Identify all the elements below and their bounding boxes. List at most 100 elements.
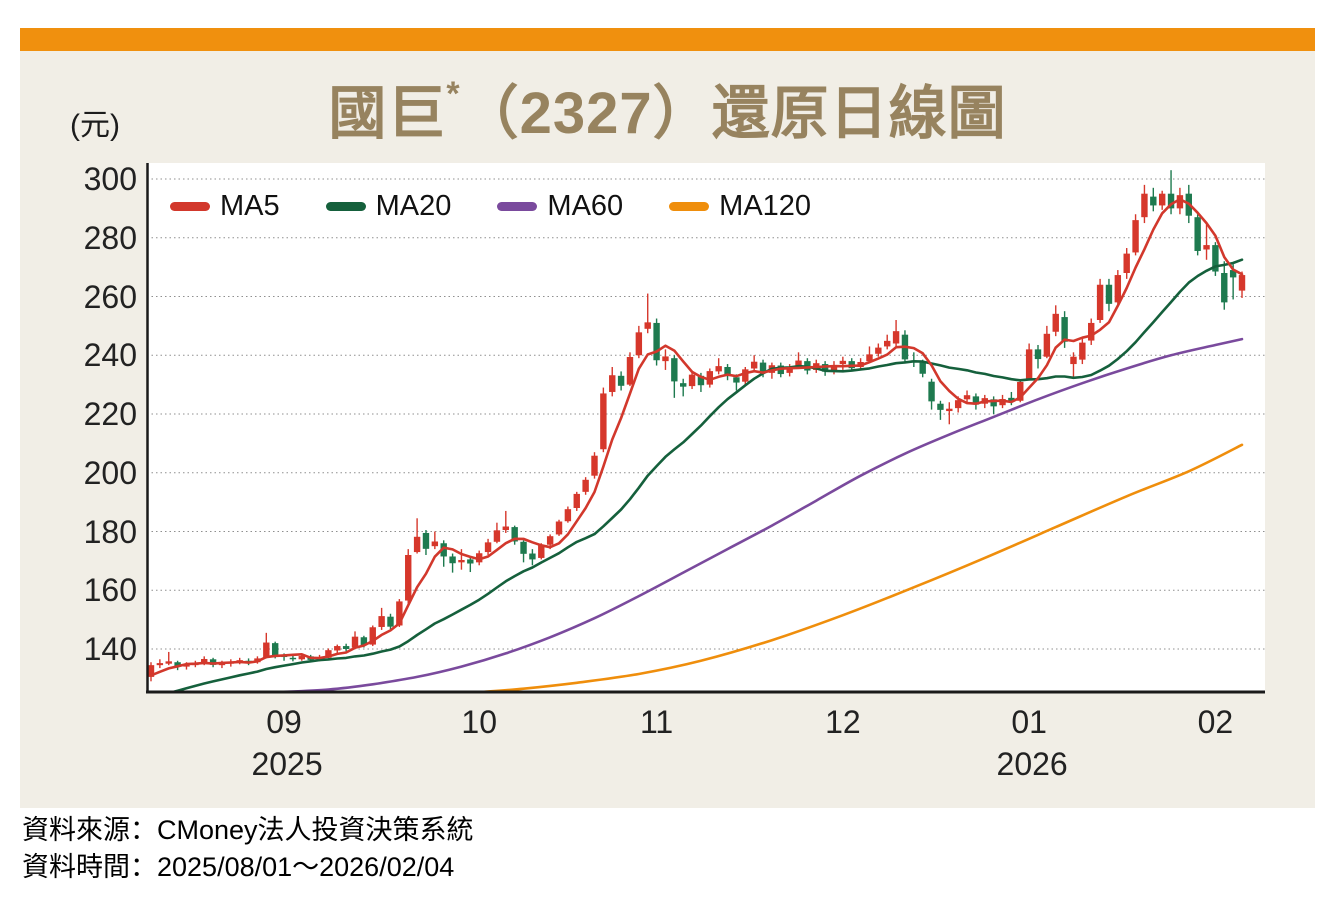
candle (1034, 344, 1042, 369)
candle (662, 349, 669, 370)
candle (1079, 337, 1086, 365)
x-year-label: 2025 (251, 746, 323, 782)
ma20-line (171, 258, 1244, 691)
candle (1096, 278, 1104, 323)
candle (475, 550, 483, 566)
candle (387, 613, 394, 630)
candle (653, 318, 660, 366)
candle (1088, 318, 1095, 345)
ma5-line (149, 198, 1244, 677)
legend-item: MA5 (170, 190, 280, 223)
candle (963, 390, 971, 404)
ma120-line (478, 443, 1244, 691)
candle (1176, 187, 1184, 215)
candle (1123, 248, 1130, 279)
candle (369, 625, 376, 647)
candle (1212, 242, 1219, 276)
candle (928, 378, 935, 410)
candle (591, 452, 598, 479)
candle (573, 491, 580, 511)
candle (1061, 311, 1068, 348)
candle (617, 371, 625, 391)
candle (422, 530, 430, 555)
ma60-line (274, 337, 1244, 691)
candle (1070, 352, 1077, 379)
legend-swatch-icon (325, 202, 366, 211)
candle (342, 643, 350, 652)
candle (147, 662, 155, 682)
legend-swatch-icon (669, 202, 710, 211)
y-tick-label: 300 (83, 161, 137, 197)
candle (715, 358, 722, 375)
candle (1105, 278, 1113, 312)
y-axis-unit-label: (元) (70, 109, 120, 142)
candle (529, 549, 536, 566)
candle (511, 525, 518, 545)
candle (990, 396, 997, 414)
candle (405, 549, 412, 604)
candle (680, 378, 687, 397)
candle (1043, 325, 1051, 359)
candle (884, 334, 891, 350)
plot-area (147, 163, 1265, 691)
x-year-label: 2026 (996, 746, 1068, 782)
legend-label: MA20 (375, 190, 452, 222)
legend-item: MA120 (669, 190, 811, 223)
candle (263, 632, 270, 659)
candle (520, 540, 527, 563)
candle (1150, 187, 1157, 212)
candle (972, 393, 980, 410)
candle (750, 355, 758, 372)
footer: 資料來源：CMoney法人投資決策系統 資料時間：2025/08/01～2026… (22, 812, 474, 886)
candle (937, 400, 944, 420)
candle (1132, 214, 1139, 256)
candle (1141, 184, 1148, 224)
candle (413, 518, 421, 554)
y-tick-label: 200 (83, 454, 137, 491)
legend-label: MA120 (719, 190, 812, 222)
candle (467, 556, 474, 573)
candle (644, 293, 651, 334)
candle (334, 644, 341, 654)
x-tick-label: 10 (461, 704, 497, 740)
x-tick-label: 02 (1197, 704, 1234, 740)
legend-label: MA60 (547, 190, 624, 222)
candle (1203, 224, 1210, 260)
top-accent-bar (20, 28, 1315, 51)
y-tick-label: 240 (83, 337, 137, 374)
candle (946, 402, 953, 425)
candle (484, 538, 492, 555)
candle (1167, 170, 1175, 215)
title-rest: （2327）還原日線圖 (460, 81, 1007, 146)
candle (564, 506, 572, 523)
candle (609, 367, 616, 397)
candle (866, 346, 873, 363)
candle (351, 631, 359, 649)
candle (839, 356, 847, 370)
data-source-line: 資料來源：CMoney法人投資決策系統 (22, 815, 474, 845)
candle (378, 607, 385, 630)
candle (449, 553, 456, 573)
candle (688, 371, 696, 390)
page-title: 國巨*（2327）還原日線圖 (20, 66, 1315, 150)
candle (1158, 190, 1166, 210)
candle (1194, 214, 1201, 256)
y-tick-label: 220 (83, 396, 137, 432)
candle (431, 531, 439, 550)
gridlines (147, 178, 1265, 650)
candle (600, 387, 607, 453)
legend-item: MA60 (497, 190, 623, 223)
x-tick-label: 09 (266, 704, 302, 740)
candle (1114, 270, 1122, 307)
legend-swatch-icon (497, 202, 538, 211)
candle (706, 368, 714, 388)
candle (1025, 343, 1033, 381)
data-time-line: 資料時間：2025/08/01～2026/02/04 (22, 852, 455, 882)
legend-item: MA20 (325, 190, 452, 223)
candle (875, 343, 882, 357)
x-tick-label: 01 (1011, 704, 1047, 740)
legend-swatch-icon (170, 202, 210, 211)
candle (582, 477, 589, 495)
candle (440, 540, 447, 567)
